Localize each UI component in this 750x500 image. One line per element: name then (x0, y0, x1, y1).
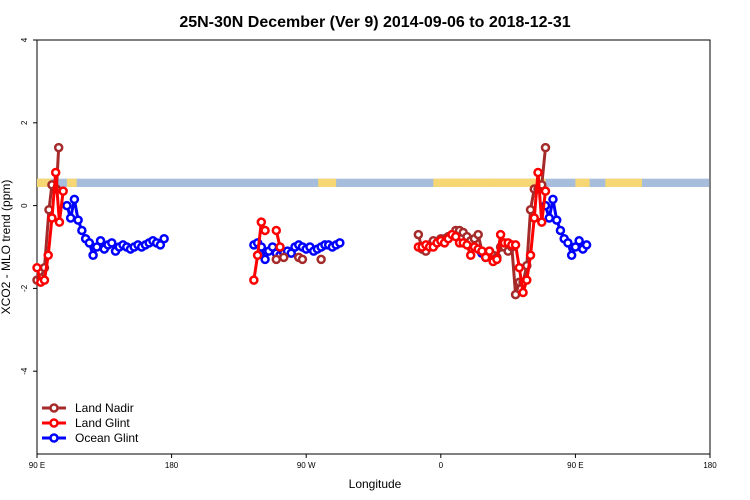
ocean-glint-point (77, 225, 87, 236)
ocean-glint-point (581, 240, 592, 250)
y-tick-label: -4 (20, 367, 29, 375)
ocean-glint-point (548, 194, 558, 205)
chart-title: 25N-30N December (Ver 9) 2014-09-06 to 2… (179, 14, 570, 31)
land-segment (605, 178, 642, 187)
land-nadir-point (271, 254, 282, 265)
legend-label: Land Nadir (75, 401, 134, 415)
x-axis: 90 E 180 90 W 0 90 E 180 (29, 454, 717, 470)
x-tick-label: 180 (165, 461, 179, 470)
y-tick-label: 0 (20, 203, 29, 208)
land-ocean-band (37, 178, 709, 187)
land-glint-point (50, 167, 61, 178)
land-glint-point (492, 254, 502, 265)
ocean-glint-point (159, 233, 169, 244)
land-segment (318, 178, 337, 187)
land-nadir-point (473, 229, 483, 240)
land-glint-point (484, 246, 495, 256)
land-glint-point (537, 217, 547, 227)
land-glint-point (249, 275, 259, 285)
ocean-glint-point (335, 238, 345, 248)
land-nadir-point (297, 254, 308, 265)
x-tick-label: 180 (703, 461, 717, 470)
ocean-glint-point (88, 250, 98, 261)
ocean-glint-point (574, 236, 584, 246)
y-axis-label: XCO2 - MLO trend (ppm) (0, 180, 13, 315)
legend-label: Ocean Glint (75, 431, 139, 445)
legend-marker (49, 433, 59, 443)
land-nadir-point (279, 252, 289, 263)
ocean-glint-point (95, 236, 106, 246)
land-glint-point (39, 275, 50, 285)
land-nadir-point (525, 204, 536, 215)
land-glint-point (271, 225, 282, 236)
land-glint-point (462, 240, 472, 250)
land-glint-series (32, 167, 551, 298)
land-glint-point (525, 250, 536, 261)
legend-label: Land Glint (75, 416, 130, 430)
ocean-glint-point (563, 238, 573, 248)
ocean-glint-point (107, 238, 117, 248)
ocean-glint-point (544, 213, 554, 223)
y-tick-label: 2 (20, 120, 29, 125)
land-glint-point (495, 229, 506, 240)
ocean-glint-point (260, 254, 270, 265)
land-glint-point (58, 186, 68, 196)
land-glint-point (529, 213, 540, 223)
x-tick-label: 0 (439, 461, 444, 470)
ocean-glint-point (65, 213, 76, 223)
land-glint-point (533, 167, 543, 178)
land-glint-point (514, 262, 525, 273)
ocean-glint-point (62, 200, 72, 211)
land-nadir-point (413, 229, 424, 240)
series-layer (32, 142, 592, 300)
land-glint-point (465, 250, 476, 261)
land-glint-point (540, 186, 551, 196)
legend-marker (49, 403, 59, 413)
land-glint-point (260, 225, 270, 236)
ocean-glint-point (555, 225, 566, 236)
ocean-glint-point (84, 238, 95, 248)
land-glint-point (252, 250, 263, 261)
land-segment (575, 178, 590, 187)
y-tick-label: 4 (20, 37, 29, 42)
land-segment (66, 178, 77, 187)
x-tick-label: 90 E (567, 461, 583, 470)
land-segment (37, 178, 52, 187)
ocean-band (38, 178, 709, 187)
land-glint-point (47, 213, 57, 223)
ocean-glint-series (62, 194, 592, 265)
x-tick-label: 90 E (29, 461, 45, 470)
land-nadir-point (316, 254, 326, 265)
legend-marker (49, 418, 59, 428)
y-axis: 4 2 0 -2 -4 (20, 37, 37, 375)
ocean-glint-point (69, 194, 80, 205)
y-tick-label: -2 (20, 284, 29, 292)
land-glint-point (32, 262, 42, 273)
land-nadir-point (53, 142, 64, 153)
land-glint-point (54, 217, 65, 227)
land-glint-point (256, 217, 267, 227)
land-glint-point (518, 287, 528, 298)
land-nadir-point (540, 142, 551, 153)
ocean-glint-point (551, 215, 562, 225)
land-glint-point (43, 250, 53, 261)
land-segment (433, 178, 494, 187)
ocean-glint-point (73, 215, 83, 225)
ocean-glint-point (566, 250, 577, 261)
land-segment (490, 178, 544, 187)
plot-frame (36, 39, 711, 455)
x-axis-label: Longitude (349, 477, 402, 491)
land-glint-point (510, 240, 521, 250)
land-nadir-series (32, 142, 551, 300)
land-nadir-point (510, 289, 521, 300)
land-glint-point (522, 275, 532, 285)
x-tick-label: 90 W (297, 461, 316, 470)
land-glint-point (275, 242, 285, 252)
